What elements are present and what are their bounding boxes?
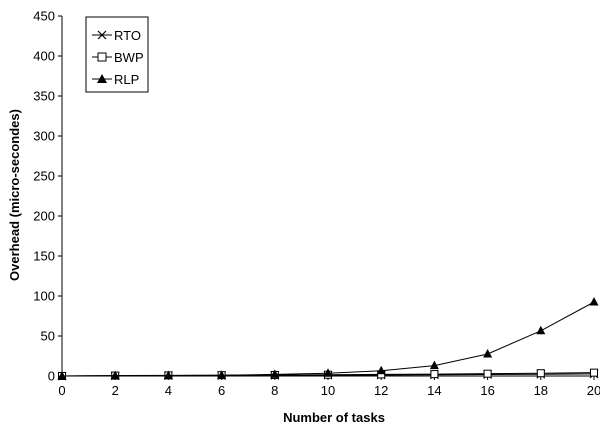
data-point-rlp [483,349,493,358]
x-axis-ticks: 0 2 4 6 8 10 12 14 16 18 20 [58,376,600,398]
legend-item-rlp: RLP [92,72,139,87]
y-tick-label: 200 [33,209,55,224]
data-point-bwp [430,370,439,379]
x-tick-label: 16 [480,383,494,398]
data-point-rlp [589,297,599,306]
y-tick-label: 300 [33,129,55,144]
y-tick-label: 100 [33,289,55,304]
data-point-rlp [163,370,173,380]
y-tick-label: 0 [48,369,55,384]
data-point-rlp [270,369,280,378]
series-line-rlp [61,301,595,377]
legend-item-rto: RTO [92,28,141,43]
triangle-marker-icon [97,74,107,83]
legend: RTO BWP RLP [85,16,149,93]
data-point-bwp [536,369,545,378]
y-tick-label: 50 [41,329,55,344]
x-tick-label: 8 [271,383,278,398]
data-point-rlp [429,360,439,370]
x-tick-label: 6 [218,383,225,398]
data-point-rlp [376,365,386,375]
series-layer [57,297,599,381]
x-tick-label: 12 [374,383,388,398]
y-tick-label: 350 [33,89,55,104]
x-marker-icon [97,30,107,40]
data-point-bwp [590,368,598,377]
x-tick-label: 4 [165,383,172,398]
x-tick-label: 18 [534,383,548,398]
data-point-rlp [323,368,333,377]
x-tick-label: 14 [427,383,441,398]
data-point-bwp [483,369,492,378]
x-axis-label: Number of tasks [283,410,385,425]
series-rlp [57,297,599,380]
y-tick-label: 150 [33,249,55,264]
x-tick-label: 20 [587,383,600,398]
y-tick-label: 450 [33,9,55,24]
legend-item-bwp: BWP [92,50,144,65]
y-axis-label: Overhead (micro-secondes) [7,109,22,281]
x-tick-label: 0 [58,383,65,398]
legend-label-rlp: RLP [114,72,139,87]
data-point-rlp [536,325,546,335]
y-tick-label: 250 [33,169,55,184]
data-point-rlp [217,370,227,379]
legend-label-rto: RTO [114,28,141,43]
y-tick-label: 400 [33,49,55,64]
legend-label-bwp: BWP [114,50,144,65]
square-marker-icon [97,52,107,62]
x-tick-label: 2 [112,383,119,398]
y-axis-ticks: 0 50 100 150 200 250 300 350 400 450 [33,9,62,384]
x-tick-label: 10 [321,383,335,398]
data-point-rlp [110,370,120,380]
data-point-rlp [57,371,67,380]
